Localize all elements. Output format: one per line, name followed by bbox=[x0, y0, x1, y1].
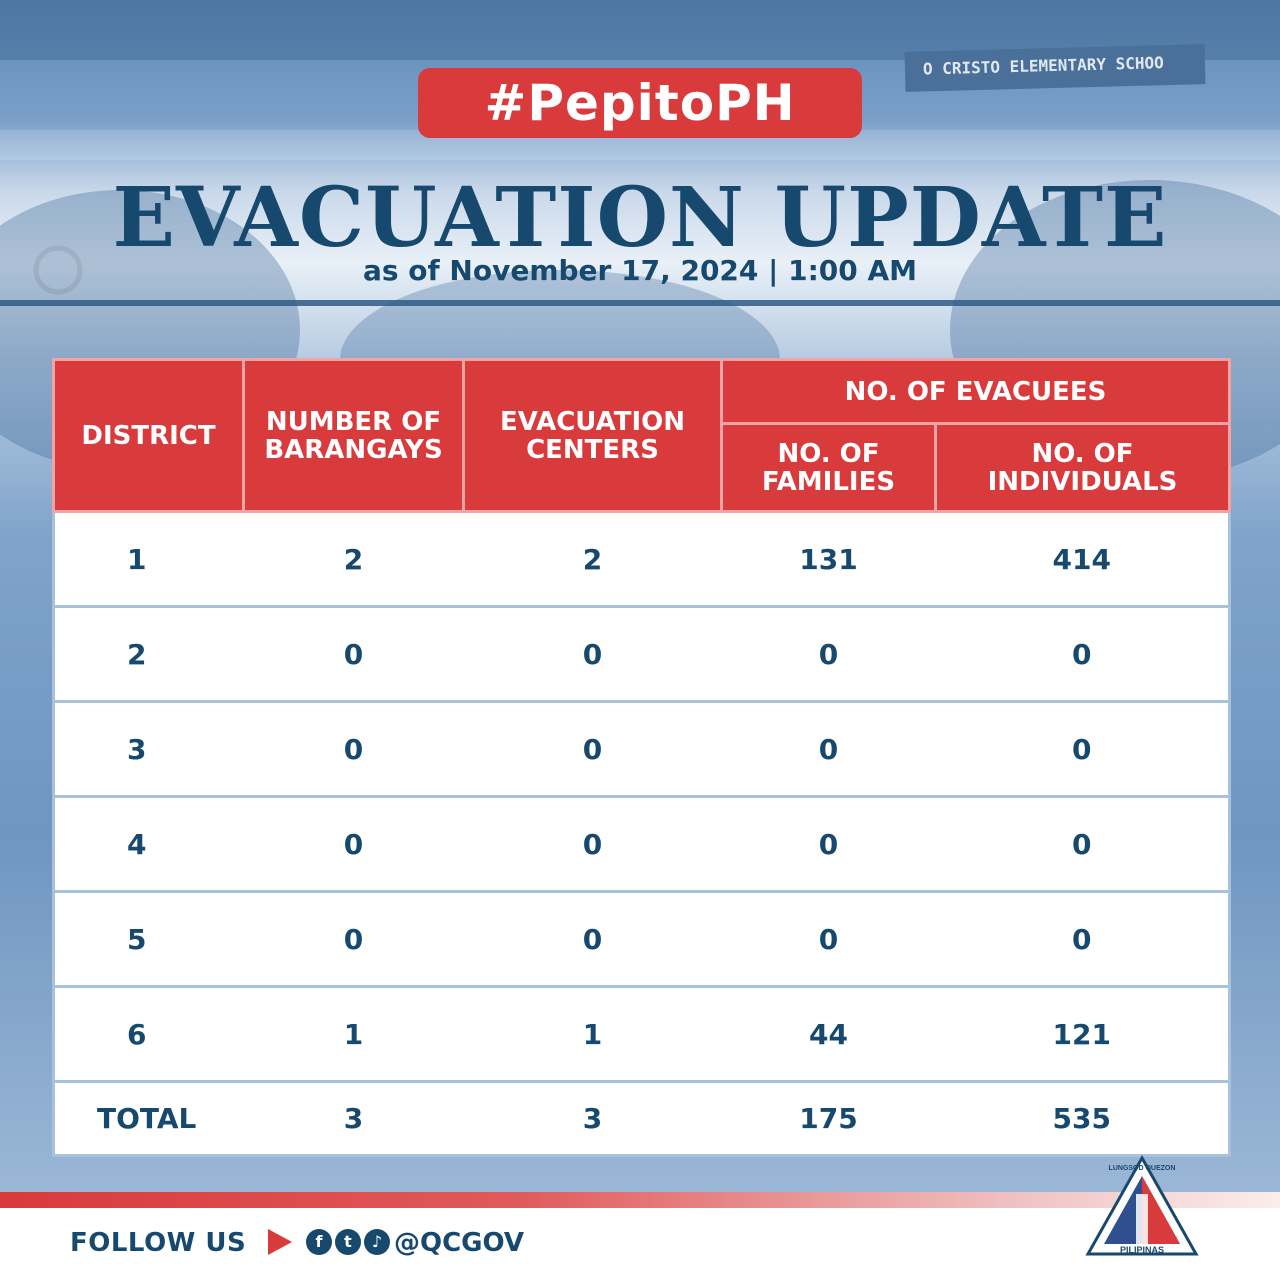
cell-district: 4 bbox=[52, 795, 244, 893]
tiktok-icon[interactable]: ♪ bbox=[364, 1229, 390, 1255]
cell-centers: 2 bbox=[463, 510, 722, 608]
cell-families: 131 bbox=[721, 510, 936, 608]
header-individuals: NO. OF INDIVIDUALS bbox=[933, 422, 1232, 513]
table-row: 1 2 2 131 414 bbox=[52, 510, 1232, 608]
evacuation-table: DISTRICT NUMBER OF BARANGAYS EVACUATION … bbox=[52, 358, 1232, 1157]
seal-top-text: LUNGSOD QUEZON bbox=[1109, 1165, 1176, 1172]
header-barangays: NUMBER OF BARANGAYS bbox=[242, 358, 465, 513]
cell-individuals: 0 bbox=[935, 605, 1232, 703]
cell-centers: 0 bbox=[463, 605, 722, 703]
social-icons: f t ♪ bbox=[306, 1229, 390, 1255]
page-title: EVACUATION UPDATE bbox=[112, 170, 1168, 266]
footer-stripe bbox=[0, 1192, 1280, 1208]
cell-barangays: 1 bbox=[243, 985, 464, 1083]
social-handle[interactable]: @QCGOV bbox=[394, 1228, 525, 1258]
twitter-icon[interactable]: t bbox=[335, 1229, 361, 1255]
cell-district: 3 bbox=[52, 700, 244, 798]
table-row: 2 0 0 0 0 bbox=[52, 605, 1232, 703]
cell-centers: 0 bbox=[463, 890, 722, 988]
total-row: TOTAL 3 3 175 535 bbox=[52, 1080, 1232, 1157]
cell-individuals: 0 bbox=[935, 890, 1232, 988]
cell-barangays: 0 bbox=[243, 700, 464, 798]
page-subtitle: as of November 17, 2024 | 1:00 AM bbox=[362, 254, 918, 287]
total-centers: 3 bbox=[463, 1080, 722, 1157]
header-centers: EVACUATION CENTERS bbox=[462, 358, 723, 513]
title-divider bbox=[0, 300, 1280, 306]
cell-centers: 0 bbox=[463, 795, 722, 893]
follow-us-label: FOLLOW US bbox=[70, 1228, 247, 1258]
total-barangays: 3 bbox=[243, 1080, 464, 1157]
cell-centers: 0 bbox=[463, 700, 722, 798]
cell-district: 2 bbox=[52, 605, 244, 703]
cell-individuals: 414 bbox=[935, 510, 1232, 608]
cell-centers: 1 bbox=[463, 985, 722, 1083]
total-families: 175 bbox=[721, 1080, 936, 1157]
cell-barangays: 2 bbox=[243, 510, 464, 608]
header-evacuees-group: NO. OF EVACUEES bbox=[719, 358, 1232, 425]
play-arrow-icon bbox=[268, 1229, 292, 1255]
cell-families: 0 bbox=[721, 605, 936, 703]
cell-district: 5 bbox=[52, 890, 244, 988]
cell-district: 6 bbox=[52, 985, 244, 1083]
cell-individuals: 0 bbox=[935, 700, 1232, 798]
total-individuals: 535 bbox=[935, 1080, 1232, 1157]
facebook-icon[interactable]: f bbox=[306, 1229, 332, 1255]
cell-barangays: 0 bbox=[243, 890, 464, 988]
total-label: TOTAL bbox=[52, 1080, 244, 1157]
footer bbox=[0, 1195, 1280, 1280]
table-row: 4 0 0 0 0 bbox=[52, 795, 1232, 893]
cell-district: 1 bbox=[52, 510, 244, 608]
quezon-city-seal: PILIPINAS LUNGSOD QUEZON bbox=[1085, 1154, 1199, 1256]
cell-families: 0 bbox=[721, 890, 936, 988]
header-district: DISTRICT bbox=[52, 358, 245, 513]
hashtag-badge: #PepitoPH bbox=[418, 68, 862, 138]
cell-families: 0 bbox=[721, 795, 936, 893]
header-families: NO. OF FAMILIES bbox=[720, 422, 937, 513]
school-sign: O CRISTO ELEMENTARY SCHOO bbox=[904, 44, 1206, 92]
table-row: 6 1 1 44 121 bbox=[52, 985, 1232, 1083]
cell-individuals: 121 bbox=[935, 985, 1232, 1083]
cell-families: 44 bbox=[721, 985, 936, 1083]
table-row: 5 0 0 0 0 bbox=[52, 890, 1232, 988]
cell-barangays: 0 bbox=[243, 605, 464, 703]
cell-individuals: 0 bbox=[935, 795, 1232, 893]
seal-bottom-text: PILIPINAS bbox=[1120, 1245, 1164, 1255]
cell-families: 0 bbox=[721, 700, 936, 798]
table-row: 3 0 0 0 0 bbox=[52, 700, 1232, 798]
cell-barangays: 0 bbox=[243, 795, 464, 893]
